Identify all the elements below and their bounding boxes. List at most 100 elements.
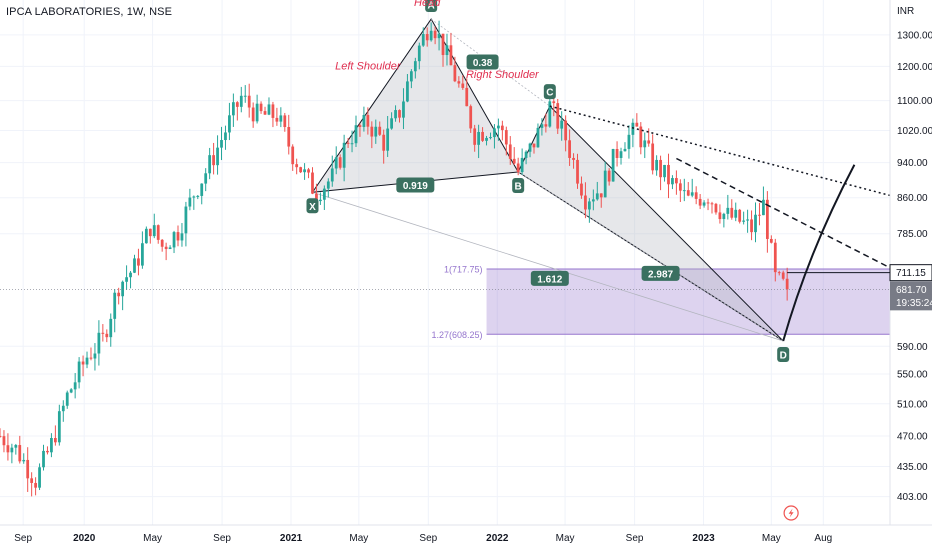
pattern-annotation: Right Shoulder xyxy=(466,69,540,81)
candle-body xyxy=(627,134,631,149)
candle-body xyxy=(702,202,706,206)
candle-body xyxy=(10,447,14,453)
candle-body xyxy=(437,33,441,39)
point-tag-bg xyxy=(306,198,319,214)
candle-body xyxy=(89,357,93,359)
candle-body xyxy=(746,219,749,221)
candle-body xyxy=(231,102,235,116)
candle-body xyxy=(386,128,390,151)
candle-body xyxy=(358,125,362,127)
candle-body xyxy=(287,127,291,147)
candle-body xyxy=(528,143,532,152)
candle-body xyxy=(548,101,552,127)
candle-body xyxy=(659,159,662,178)
candle-body xyxy=(350,143,354,145)
candle-body xyxy=(710,203,714,205)
candle-body xyxy=(647,140,651,144)
candle-body xyxy=(777,272,781,274)
candle-body xyxy=(671,178,674,185)
last-price-tag-bg xyxy=(890,281,932,298)
candle-body xyxy=(224,132,227,141)
candle-body xyxy=(212,155,215,166)
ratio-tag-bg xyxy=(641,265,680,281)
candle-body xyxy=(81,361,85,365)
price-tick-label: 1100.00 xyxy=(897,96,932,107)
candle-body xyxy=(485,137,488,141)
time-tick-label: May xyxy=(762,533,781,544)
candle-body xyxy=(50,437,53,453)
ratio-tag-bg xyxy=(530,270,569,286)
candle-body xyxy=(382,134,386,151)
candle-body xyxy=(188,197,192,207)
candle-body xyxy=(738,209,742,222)
point-tag-label: C xyxy=(546,88,553,99)
candle-body xyxy=(718,212,722,220)
candle-body xyxy=(603,170,607,198)
trendlines xyxy=(0,105,891,342)
candle-body xyxy=(730,207,734,218)
candle-body xyxy=(69,389,73,393)
candle-body xyxy=(216,147,219,166)
line-price-tag-border xyxy=(889,264,932,282)
candle-body xyxy=(362,114,366,127)
dashed-trendline xyxy=(676,157,891,269)
ratio-tag-bg xyxy=(396,177,435,193)
candle-body xyxy=(271,104,275,118)
ratio-tag-label: 0.919 xyxy=(403,181,428,192)
ratio-tag-label: 2.987 xyxy=(648,269,673,280)
candle-body xyxy=(682,190,686,192)
bd-diagonal xyxy=(517,171,784,342)
pattern-annotation: Left Shoulder xyxy=(335,61,402,73)
candle-body xyxy=(765,199,769,239)
countdown-tag-label: 19:35:24 xyxy=(896,298,932,309)
price-tick-label: 860.00 xyxy=(897,193,928,204)
point-tag-bg xyxy=(512,177,525,193)
candle-body xyxy=(413,61,417,72)
candle-body xyxy=(402,101,405,118)
candle-body xyxy=(572,157,575,160)
price-tick-label: 470.00 xyxy=(897,431,928,442)
candle-body xyxy=(30,478,34,483)
candle-body xyxy=(311,172,314,194)
point-tag-bg xyxy=(425,0,438,13)
candle-body xyxy=(22,459,26,462)
candle-body xyxy=(61,405,65,412)
candle-body xyxy=(176,232,180,241)
price-tick-label: 1020.00 xyxy=(897,126,932,137)
time-tick-label: 2023 xyxy=(692,533,715,544)
candle-body xyxy=(129,272,132,278)
candle-body xyxy=(180,233,184,241)
candle-body xyxy=(742,220,746,222)
time-tick-label: Aug xyxy=(814,533,832,544)
candle-body xyxy=(342,142,346,168)
candle-body xyxy=(73,382,77,390)
candle-body xyxy=(461,83,465,88)
candle-body xyxy=(722,213,726,220)
candle-body xyxy=(319,199,322,202)
candle-body xyxy=(540,124,544,128)
candle-body xyxy=(101,332,105,334)
candle-body xyxy=(144,228,148,244)
candle-body xyxy=(172,232,176,248)
candle-body xyxy=(631,122,635,135)
candle-body xyxy=(635,122,639,127)
candle-body xyxy=(769,238,773,243)
candle-body xyxy=(477,131,481,145)
price-tick-label: 403.00 xyxy=(897,492,928,503)
candle-body xyxy=(117,292,121,297)
candle-body xyxy=(307,169,310,173)
candle-body xyxy=(552,101,556,104)
price-tick-label: 550.00 xyxy=(897,369,928,380)
candle-body xyxy=(315,193,318,202)
candle-body xyxy=(619,151,623,158)
flash-glyph xyxy=(788,508,794,518)
candle-body xyxy=(133,258,136,273)
candle-body xyxy=(46,450,49,453)
candle-body xyxy=(65,392,69,406)
time-tick-label: Sep xyxy=(14,533,32,544)
candle-body xyxy=(576,159,579,184)
candle-body xyxy=(394,110,397,119)
candle-body xyxy=(675,178,678,184)
candle-body xyxy=(200,183,204,196)
